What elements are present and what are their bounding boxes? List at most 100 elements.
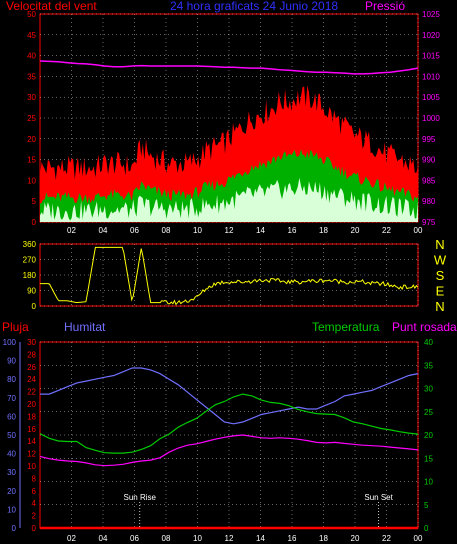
- y-tick-label: 30: [27, 93, 36, 102]
- y-tick-label: 50: [27, 10, 36, 19]
- chart-title: 24 hora graficats 24 Junio 2018: [170, 0, 338, 13]
- y-inner-tick-label: 8: [32, 474, 37, 483]
- x-tick-label: 08: [162, 226, 171, 235]
- x-tick-label: 18: [319, 226, 328, 235]
- y-outer-tick-label: 50: [7, 431, 16, 440]
- y-right-tick-label: 35: [424, 361, 433, 370]
- y-right-tick-label: 5: [424, 501, 429, 510]
- y-outer-tick-label: 40: [7, 450, 16, 459]
- x-tick-label: 12: [225, 226, 234, 235]
- y-inner-tick-label: 16: [27, 425, 36, 434]
- y-outer-tick-label: 70: [7, 394, 16, 403]
- y-outer-tick-label: 80: [7, 375, 16, 384]
- y-tick-label: 5: [32, 197, 37, 206]
- legend-pluja: Pluja: [2, 320, 29, 334]
- compass-label: N: [435, 237, 444, 252]
- x-tick-label: 10: [193, 534, 202, 543]
- series-line: [40, 367, 419, 425]
- y-tick-label: 45: [27, 31, 36, 40]
- y2-tick-label: 990: [422, 156, 436, 165]
- y-inner-tick-label: 6: [32, 487, 37, 496]
- x-tick-label: 22: [382, 534, 391, 543]
- x-tick-label: 16: [288, 534, 297, 543]
- legend-punt-rosada: Punt rosada: [392, 320, 457, 334]
- x-tick-label: 04: [99, 226, 108, 235]
- y-outer-tick-label: 10: [7, 505, 16, 514]
- y-tick-label: 360: [23, 240, 37, 249]
- y-right-tick-label: 40: [424, 338, 433, 347]
- y-tick-label: 0: [32, 302, 37, 311]
- legend-temperatura: Temperatura: [312, 320, 380, 334]
- pressure-label: Pressió: [365, 0, 405, 13]
- x-tick-label: 12: [225, 534, 234, 543]
- y-right-tick-label: 0: [424, 524, 429, 533]
- x-tick-label: 00: [414, 534, 423, 543]
- y-right-tick-label: 25: [424, 408, 433, 417]
- x-tick-label: 16: [288, 226, 297, 235]
- y-tick-label: 15: [27, 156, 36, 165]
- legend-humitat: Humitat: [64, 320, 106, 334]
- y2-tick-label: 1015: [422, 52, 440, 61]
- y-tick-label: 35: [27, 72, 36, 81]
- y2-tick-label: 1020: [422, 31, 440, 40]
- x-tick-label: 20: [351, 226, 360, 235]
- humidity-temperature-chart: 0102030405060708090100024681012141618202…: [3, 338, 434, 543]
- x-tick-label: 14: [256, 226, 265, 235]
- x-tick-label: 00: [414, 226, 423, 235]
- y-inner-tick-label: 18: [27, 412, 36, 421]
- y-outer-tick-label: 0: [12, 524, 17, 533]
- y-right-tick-label: 10: [424, 478, 433, 487]
- wind-pressure-chart: 0510152025303540455097598098599099510001…: [27, 10, 440, 235]
- y-tick-label: 40: [27, 52, 36, 61]
- y2-tick-label: 975: [422, 218, 436, 227]
- y-tick-label: 0: [32, 218, 37, 227]
- wind-min-area: [40, 177, 418, 222]
- compass-label: W: [434, 253, 447, 268]
- y-outer-tick-label: 90: [7, 357, 16, 366]
- pressure-line: [39, 60, 419, 75]
- x-tick-label: 10: [193, 226, 202, 235]
- y-inner-tick-label: 22: [27, 388, 36, 397]
- y-inner-tick-label: 14: [27, 437, 36, 446]
- y-tick-label: 20: [27, 135, 36, 144]
- series-line: [39, 393, 419, 454]
- x-tick-label: 20: [351, 534, 360, 543]
- plot-frame: [39, 243, 419, 307]
- x-tick-label: 06: [130, 226, 139, 235]
- y-tick-label: 25: [27, 114, 36, 123]
- y-inner-tick-label: 24: [27, 375, 36, 384]
- y2-tick-label: 1025: [422, 10, 440, 19]
- y-outer-tick-label: 100: [3, 338, 17, 347]
- y-inner-tick-label: 12: [27, 450, 36, 459]
- y-inner-tick-label: 28: [27, 350, 36, 359]
- y-tick-label: 270: [23, 256, 37, 265]
- y2-tick-label: 980: [422, 197, 436, 206]
- sun-annotation: Sun Set: [364, 493, 393, 502]
- y-inner-tick-label: 30: [27, 338, 36, 347]
- series-line: [39, 434, 419, 467]
- y-inner-tick-label: 4: [32, 499, 37, 508]
- wind-label: Velocitat del vent: [6, 0, 97, 13]
- x-tick-label: 02: [67, 226, 76, 235]
- x-tick-label: 06: [130, 534, 139, 543]
- y-inner-tick-label: 2: [32, 512, 37, 521]
- y2-tick-label: 995: [422, 135, 436, 144]
- x-tick-label: 14: [256, 534, 265, 543]
- y-inner-tick-label: 20: [27, 400, 36, 409]
- x-tick-label: 08: [162, 534, 171, 543]
- y-tick-label: 10: [27, 176, 36, 185]
- y-tick-label: 90: [27, 287, 36, 296]
- x-tick-label: 18: [319, 534, 328, 543]
- x-tick-label: 02: [67, 534, 76, 543]
- y-inner-tick-label: 26: [27, 363, 36, 372]
- wind-direction-line: [40, 246, 419, 306]
- y-inner-tick-label: 0: [32, 524, 37, 533]
- y2-tick-label: 1005: [422, 93, 440, 102]
- y-right-tick-label: 30: [424, 385, 433, 394]
- y-tick-label: 180: [23, 271, 37, 280]
- x-tick-label: 22: [382, 226, 391, 235]
- y2-tick-label: 1010: [422, 72, 440, 81]
- y-outer-tick-label: 20: [7, 487, 16, 496]
